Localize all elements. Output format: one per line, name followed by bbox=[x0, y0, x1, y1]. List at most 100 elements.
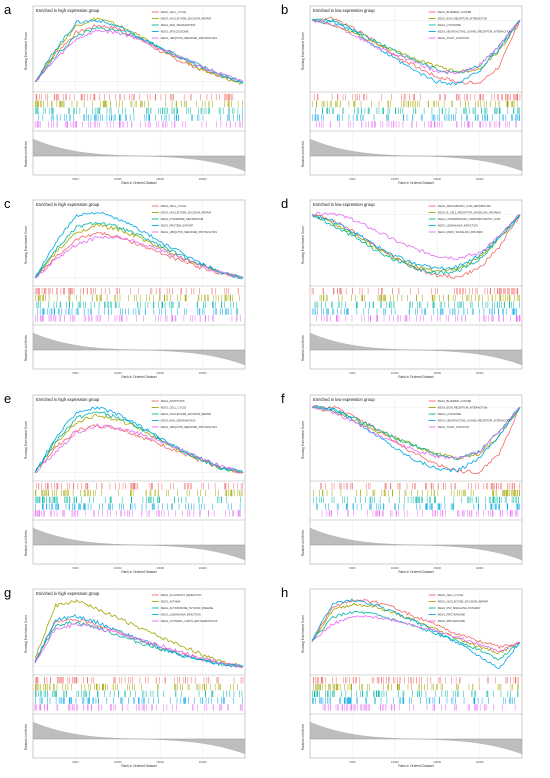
legend-entry: KEGG_P53_SIGNALING_PATHWAY bbox=[438, 606, 481, 610]
series-line bbox=[311, 213, 521, 280]
series-line bbox=[311, 615, 521, 653]
series-line bbox=[34, 211, 244, 279]
series-line bbox=[34, 235, 244, 279]
x-tick-label: 20000 bbox=[476, 371, 484, 375]
x-tick-label: 20000 bbox=[199, 566, 207, 570]
x-tick-label: 10000 bbox=[114, 177, 122, 181]
panel-title: Enriched in low expression group bbox=[313, 8, 375, 13]
panel-h: h Running Enrichment Score Ranked List Met… bbox=[281, 585, 523, 768]
legend-entry: KEGG_LEISHMANIA_INFECTION bbox=[438, 224, 478, 228]
x-tick-label: 5000 bbox=[72, 371, 79, 375]
panel-g: g Enriched in high expression group Runnin… bbox=[4, 585, 246, 768]
legend-entry: KEGG_NUCLEOTIDE_EXCISION_REPAIR bbox=[438, 600, 489, 604]
y-axis-label: Running Enrichment Score bbox=[301, 226, 305, 264]
legend-entry: KEGG_CELL_CYCLE bbox=[161, 10, 187, 14]
y-axis-label-2: Ranked List Metric bbox=[24, 334, 28, 361]
x-axis-label: Rank in Ordered Dataset bbox=[121, 764, 156, 768]
panel-e: e Enriched in high expression group Runnin… bbox=[4, 391, 246, 574]
legend-entry: KEGG_PROTEASOME bbox=[438, 613, 466, 617]
x-axis-label: Rank in Ordered Dataset bbox=[121, 375, 156, 379]
legend-entry: KEGG_RNA_DEGRADATION bbox=[161, 419, 196, 423]
plot-frame bbox=[309, 588, 523, 759]
x-tick-label: 15000 bbox=[433, 760, 441, 764]
series-line bbox=[311, 18, 521, 86]
legend-entry: KEGG_ECM_RECEPTOR_INTERACTION bbox=[438, 17, 488, 21]
panel-title: Enriched in high expression group bbox=[36, 8, 100, 13]
legend-entry: KEGG_RNA_DEGRADATION bbox=[161, 23, 196, 27]
legend-entry: KEGG_ARACHIDONIC_ACID_METABOLISM bbox=[438, 204, 491, 208]
x-axis-label: Rank in Ordered Dataset bbox=[398, 375, 433, 379]
x-tick-label: 5000 bbox=[72, 760, 79, 764]
legend-entry: KEGG_NUCLEOTIDE_EXCISION_REPAIR bbox=[161, 211, 212, 215]
series-line bbox=[34, 17, 244, 85]
legend-entry: KEGG_ECM_RECEPTOR_INTERACTION bbox=[438, 406, 488, 410]
legend-entry: KEGG_UBIQUITIN_MEDIATED_PROTEOLYSIS bbox=[161, 36, 218, 40]
legend-entry: KEGG_NEUROACTIVE_LIGAND_RECEPTOR_INTERAC… bbox=[438, 419, 512, 423]
series-line bbox=[34, 19, 244, 84]
x-tick-label: 20000 bbox=[199, 760, 207, 764]
x-axis-label: Rank in Ordered Dataset bbox=[121, 181, 156, 185]
legend-entry: KEGG_PROTEIN_EXPORT bbox=[161, 224, 194, 228]
y-axis-label-2: Ranked List Metric bbox=[301, 140, 305, 167]
x-tick-label: 15000 bbox=[433, 177, 441, 181]
x-axis-label: Rank in Ordered Dataset bbox=[398, 764, 433, 768]
panel-letter: d bbox=[281, 196, 288, 211]
y-axis-label-2: Ranked List Metric bbox=[301, 529, 305, 556]
panel-letter: e bbox=[4, 391, 11, 406]
panel-b: b Enriched in low expression group Running… bbox=[281, 2, 523, 185]
panel-title: Enriched in low expression group bbox=[313, 202, 375, 207]
legend-entry: KEGG_MAPK_SIGNALING_PATHWAY bbox=[438, 230, 484, 234]
panel-d: d Enriched in low expression group Running… bbox=[281, 196, 523, 379]
legend-entry: KEGG_TIGHT_JUNCTION bbox=[438, 36, 469, 40]
legend-entry: KEGG_NUCLEOTIDE_EXCISION_REPAIR bbox=[161, 412, 212, 416]
x-tick-label: 20000 bbox=[476, 566, 484, 570]
x-axis-label: Rank in Ordered Dataset bbox=[398, 181, 433, 185]
legend-entry: KEGG_NUCLEOTIDE_EXCISION_REPAIR bbox=[161, 17, 212, 21]
series-line bbox=[34, 221, 244, 280]
series-line bbox=[311, 211, 521, 260]
y-axis-label: Running Enrichment Score bbox=[301, 421, 305, 459]
legend-entry: KEGG_LEISHMANIA_INFECTION bbox=[161, 613, 201, 617]
x-tick-label: 15000 bbox=[156, 760, 164, 764]
legend-entry: KEGG_B_CELL_RECEPTOR_SIGNALING_PATHWAY bbox=[438, 211, 502, 215]
x-tick-label: 15000 bbox=[156, 566, 164, 570]
y-axis-label: Running Enrichment Score bbox=[24, 226, 28, 264]
series-line bbox=[311, 16, 521, 85]
y-axis-label-2: Ranked List Metric bbox=[24, 723, 28, 750]
plot-frame bbox=[309, 394, 523, 565]
plot-frame bbox=[32, 199, 246, 370]
panel-letter: c bbox=[4, 196, 11, 211]
legend-entry: KEGG_CELL_CYCLE bbox=[161, 406, 187, 410]
x-tick-label: 20000 bbox=[476, 177, 484, 181]
plot-frame bbox=[309, 199, 523, 370]
legend-entry: KEGG_ASTHMA bbox=[161, 600, 181, 604]
series-line bbox=[311, 598, 521, 650]
y-axis-label-2: Ranked List Metric bbox=[24, 140, 28, 167]
x-tick-label: 15000 bbox=[156, 177, 164, 181]
series-line bbox=[34, 231, 244, 279]
x-tick-label: 15000 bbox=[433, 371, 441, 375]
series-line bbox=[311, 214, 521, 270]
panel-letter: f bbox=[281, 391, 285, 406]
legend-entry: KEGG_CELL_CYCLE bbox=[438, 593, 464, 597]
x-tick-label: 10000 bbox=[391, 371, 399, 375]
y-axis-label: Running Enrichment Score bbox=[301, 32, 305, 70]
y-axis-label-2: Ranked List Metric bbox=[301, 334, 305, 361]
legend-entry: KEGG_HYPERTROPHIC_CARDIOMYOPATHY_HCM bbox=[438, 217, 501, 221]
panel-title: Enriched in high expression group bbox=[36, 397, 100, 402]
x-tick-label: 10000 bbox=[391, 177, 399, 181]
x-tick-label: 5000 bbox=[349, 566, 356, 570]
x-tick-label: 20000 bbox=[199, 371, 207, 375]
x-tick-label: 5000 bbox=[72, 566, 79, 570]
panel-a: a Enriched in high expression group Runnin… bbox=[4, 2, 246, 185]
legend-entry: KEGG_SPLICEOSOME bbox=[161, 30, 189, 34]
panel-title: Enriched in low expression group bbox=[313, 397, 375, 402]
legend-entry: KEGG_BLADDER_CANCER bbox=[438, 399, 472, 403]
legend-entry: KEGG_UBIQUITIN_MEDIATED_PROTEOLYSIS bbox=[161, 230, 218, 234]
series-line bbox=[34, 599, 244, 669]
panel-letter: b bbox=[281, 2, 288, 17]
series-line bbox=[311, 405, 521, 475]
legend-entry: KEGG_TIGHT_JUNCTION bbox=[438, 425, 469, 429]
panel-f: f Enriched in low expression group Running… bbox=[281, 391, 523, 574]
